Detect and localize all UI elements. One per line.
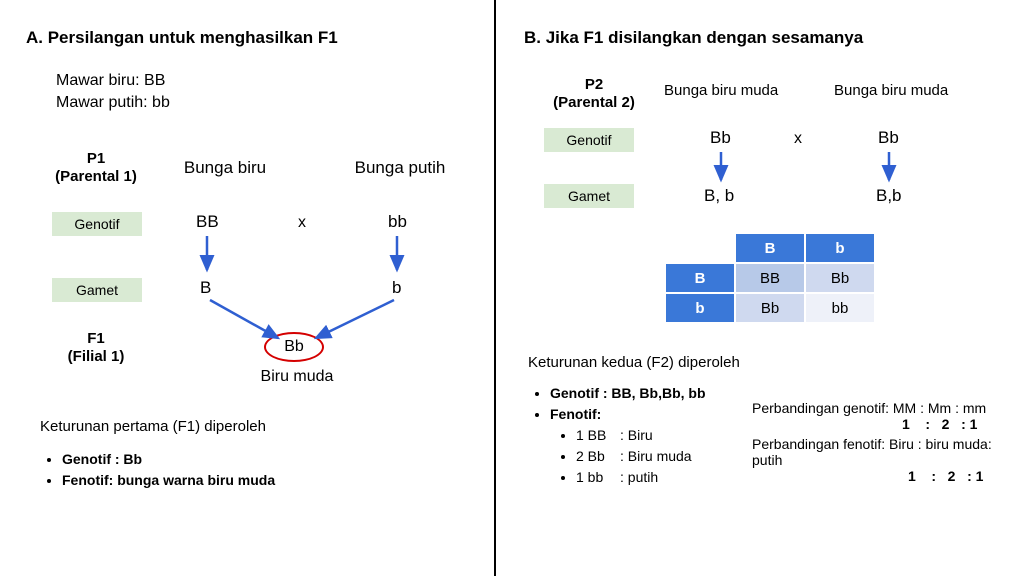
punnett-00: BB [735, 263, 805, 293]
f1-sub: (Filial 1) [68, 348, 125, 365]
p1-text: P1 [87, 150, 105, 167]
gamet-tag-a: Gamet [52, 278, 142, 302]
fi0a: 1 BB [576, 425, 620, 446]
summary-title-a: Keturunan pertama (F1) diperoleh [40, 416, 460, 439]
p2-sub: (Parental 2) [553, 94, 635, 111]
f1-oval: Bb [264, 332, 324, 362]
p1-left: Bunga biru [170, 158, 280, 178]
genotif-right-a: bb [388, 212, 407, 232]
bullet-f-a: Fenotif: bunga warna biru muda [62, 472, 275, 488]
punnett-col-0: B [735, 233, 805, 263]
punnett-row-0: B [665, 263, 735, 293]
gamet-tag-b: Gamet [544, 184, 634, 208]
gamet-right-a: b [392, 278, 401, 298]
summary-a: Keturunan pertama (F1) diperoleh Genotif… [40, 416, 460, 491]
summary-title-b: Keturunan kedua (F2) diperoleh [528, 352, 788, 375]
p1-right: Bunga putih [340, 158, 460, 178]
bullet-g-b: Genotif : BB, Bb,Bb, bb [550, 385, 706, 401]
p2-label: P2 (Parental 2) [544, 76, 644, 112]
p2-left: Bunga biru muda [664, 82, 778, 99]
f1-pheno: Biru muda [252, 368, 342, 386]
ratio-f-label: Perbandingan fenotif: Biru : biru muda: … [752, 436, 1022, 468]
fi1a: 2 Bb [576, 446, 620, 467]
vertical-divider [494, 0, 496, 576]
ratio-g-label: Perbandingan genotif: MM : Mm : mm [752, 400, 1022, 416]
ratio-f: 1 : 2 : 1 [752, 468, 1022, 484]
genotif-tag-b: Genotif [544, 128, 634, 152]
cross-x-a: x [298, 214, 306, 232]
cross-x-b: x [794, 130, 802, 148]
bullet-f-b: Fenotif: [550, 406, 601, 422]
genotif-left-b: Bb [710, 128, 731, 148]
genotif-left-a: BB [196, 212, 219, 232]
title-b: B. Jika F1 disilangkan dengan sesamanya [524, 28, 863, 48]
punnett-row-1: b [665, 293, 735, 323]
gamet-right-b: B,b [876, 186, 902, 206]
p2-right: Bunga biru muda [834, 82, 948, 99]
punnett-square: B b B BB Bb b Bb bb [664, 232, 876, 324]
p2-text: P2 [585, 76, 603, 93]
punnett-11: bb [805, 293, 875, 323]
bullet-g-a: Genotif : Bb [62, 451, 142, 467]
fi1b: : Biru muda [620, 448, 692, 464]
punnett-col-1: b [805, 233, 875, 263]
f1-text: F1 [87, 330, 105, 347]
punnett-01: Bb [805, 263, 875, 293]
genotif-right-b: Bb [878, 128, 899, 148]
ratio-block: Perbandingan genotif: MM : Mm : mm 1 : 2… [752, 400, 1022, 484]
gamet-left-a: B [200, 278, 211, 298]
summary-b: Keturunan kedua (F2) diperoleh Genotif :… [528, 352, 788, 488]
title-a: A. Persilangan untuk menghasilkan F1 [26, 28, 338, 48]
fi2a: 1 bb [576, 467, 620, 488]
ratio-g: 1 : 2 : 1 [752, 416, 1022, 432]
f1-label: F1 (Filial 1) [46, 330, 146, 366]
gamet-left-b: B, b [704, 186, 734, 206]
f1-result: Bb [284, 338, 304, 356]
fi2b: : putih [620, 469, 658, 485]
genotif-tag-a: Genotif [52, 212, 142, 236]
info-biru: Mawar biru: BB [56, 72, 165, 90]
info-putih: Mawar putih: bb [56, 94, 170, 112]
punnett-10: Bb [735, 293, 805, 323]
p1-label: P1 (Parental 1) [46, 150, 146, 186]
p1-sub: (Parental 1) [55, 168, 137, 185]
fi0b: : Biru [620, 427, 653, 443]
